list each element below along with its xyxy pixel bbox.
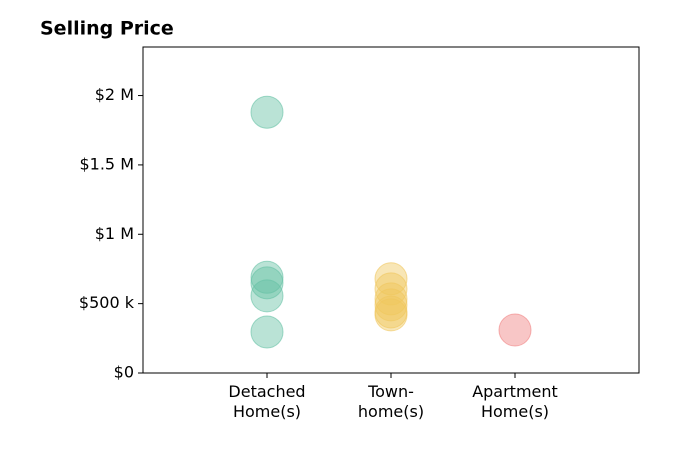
y-tick-label: $0 xyxy=(114,363,134,382)
point xyxy=(374,298,408,332)
point xyxy=(250,266,284,300)
y-tick-label: $500 k xyxy=(79,293,135,312)
point xyxy=(250,95,284,129)
chart-title: Selling Price xyxy=(40,18,174,40)
x-tick-label: Detached Home(s) xyxy=(228,382,306,421)
point xyxy=(250,279,284,313)
point xyxy=(498,313,532,347)
point xyxy=(374,262,408,296)
point xyxy=(250,315,284,349)
y-tick-label: $2 M xyxy=(95,85,134,104)
x-tick-label: Apartment Home(s) xyxy=(472,382,558,421)
y-tick-label: $1.5 M xyxy=(79,154,134,173)
point xyxy=(374,288,408,322)
y-tick-label: $1 M xyxy=(95,224,134,243)
x-tick-label: Town- home(s) xyxy=(357,382,425,421)
